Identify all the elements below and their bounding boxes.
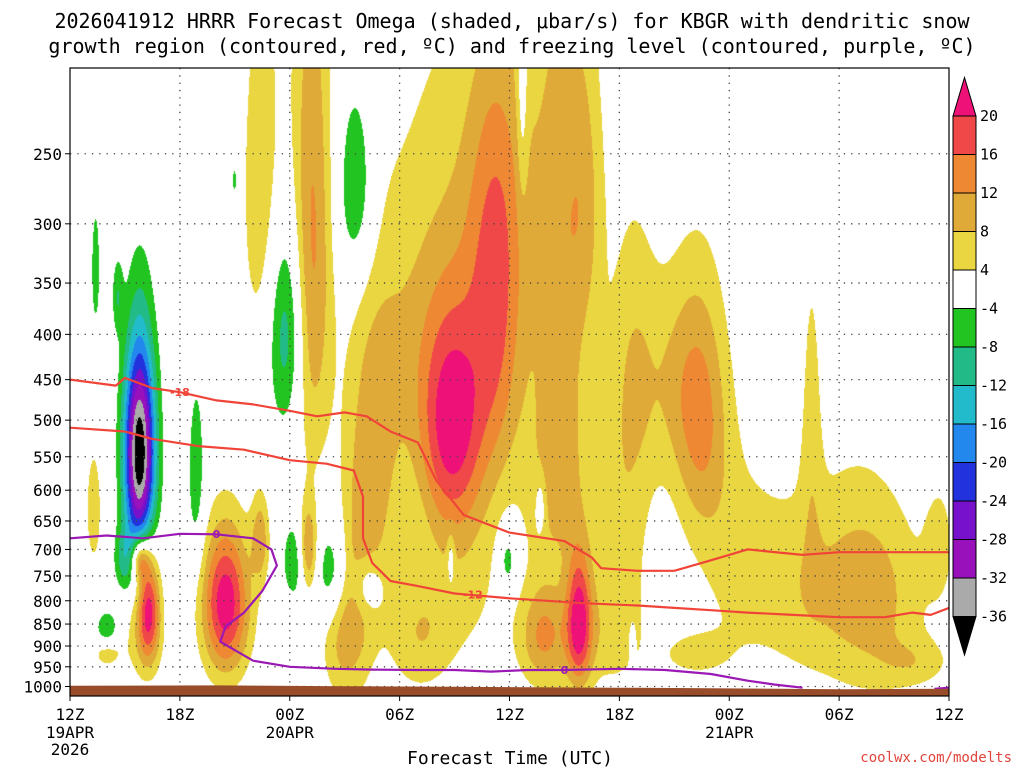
colorbar-label: -12 bbox=[980, 377, 1007, 395]
x-tick-label: 06Z bbox=[825, 705, 854, 724]
x-axis-title: Forecast Time (UTC) bbox=[407, 748, 613, 768]
y-tick-label: 1000 bbox=[23, 678, 62, 697]
x-tick-date-label: 20APR bbox=[266, 723, 315, 742]
colorbar-label: 20 bbox=[980, 107, 998, 125]
chart-title-line-1: 2026041912 HRRR Forecast Omega (shaded, … bbox=[54, 9, 970, 33]
freezing-level-contour-label: 0 bbox=[561, 664, 569, 677]
y-tick-label: 500 bbox=[33, 411, 62, 430]
x-tick-label: 00Z bbox=[275, 705, 304, 724]
colorbar-label: -28 bbox=[980, 531, 1007, 549]
y-tick-label: 450 bbox=[33, 371, 62, 390]
colorbar-label: -24 bbox=[980, 492, 1007, 510]
freezing-level-contour-line bbox=[934, 686, 949, 690]
freezing-level-contour-line bbox=[70, 532, 803, 689]
colorbar-label: 4 bbox=[980, 261, 989, 279]
colorbar-label: -16 bbox=[980, 415, 1007, 433]
colorbar-label: 12 bbox=[980, 184, 998, 202]
colorbar-swatch bbox=[952, 231, 977, 271]
x-tick-date-label: 21APR bbox=[705, 723, 754, 742]
y-tick-label: 550 bbox=[33, 448, 62, 467]
plot-area: -18 -12 0 0 bbox=[69, 67, 950, 697]
y-tick-label: 950 bbox=[33, 658, 62, 677]
y-tick-label: 800 bbox=[33, 592, 62, 611]
y-axis: 250 300 350 400 450 500 550 600 650 700 750 800 850 9… bbox=[23, 145, 70, 697]
y-tick-label: 300 bbox=[33, 215, 62, 234]
colorbar-label: -32 bbox=[980, 569, 1007, 587]
chart-title-line-2: growth region (contoured, red, ºC) and f… bbox=[48, 34, 975, 58]
y-tick-label: 650 bbox=[33, 512, 62, 531]
x-tick-label: 12Z bbox=[935, 705, 964, 724]
ground-terrain bbox=[70, 685, 949, 696]
dendritic-contour-label: -18 bbox=[170, 386, 190, 399]
colorbar-swatch bbox=[952, 154, 977, 194]
x-tick-label: 12Z bbox=[56, 705, 85, 724]
x-tick-label: 06Z bbox=[385, 705, 414, 724]
colorbar-swatch bbox=[952, 346, 977, 386]
colorbar-label: 16 bbox=[980, 146, 998, 164]
colorbar-label: -36 bbox=[980, 608, 1007, 626]
y-tick-label: 700 bbox=[33, 540, 62, 559]
x-tick-label: 00Z bbox=[715, 705, 744, 724]
credit-text: coolwx.com/modelts bbox=[860, 750, 1012, 766]
y-tick-label: 250 bbox=[33, 145, 62, 164]
y-tick-label: 350 bbox=[33, 274, 62, 293]
y-tick-label: 900 bbox=[33, 637, 62, 656]
x-tick-year-label: 2026 bbox=[51, 740, 90, 759]
colorbar-label: -20 bbox=[980, 454, 1007, 472]
x-tick-label: 18Z bbox=[605, 705, 634, 724]
colorbar-label: 8 bbox=[980, 223, 989, 241]
dendritic-contour-label: -12 bbox=[463, 588, 483, 601]
colorbar-swatch bbox=[952, 115, 977, 155]
colorbar-swatch bbox=[952, 500, 977, 540]
colorbar-top-triangle bbox=[952, 75, 977, 117]
x-tick-label: 12Z bbox=[495, 705, 524, 724]
freezing-level-contour-label: 0 bbox=[213, 528, 221, 541]
colorbar-swatch bbox=[952, 269, 977, 309]
y-tick-label: 600 bbox=[33, 481, 62, 500]
y-tick-label: 750 bbox=[33, 567, 62, 586]
colorbar: 20 16 12 8 4 -4 -8 -12 -16 -20 -24 -28 -32 -36 bbox=[952, 75, 1007, 657]
x-tick-label: 18Z bbox=[165, 705, 194, 724]
x-tick-date-label: 19APR bbox=[46, 723, 95, 742]
colorbar-swatch bbox=[952, 308, 977, 348]
colorbar-label: -8 bbox=[980, 338, 998, 356]
colorbar-label: -4 bbox=[980, 300, 998, 318]
colorbar-swatch bbox=[952, 423, 977, 463]
colorbar-swatch bbox=[952, 539, 977, 579]
colorbar-swatch bbox=[952, 577, 977, 617]
dendritic-contour-line bbox=[70, 426, 949, 619]
colorbar-bottom-triangle bbox=[952, 616, 977, 657]
y-tick-label: 400 bbox=[33, 325, 62, 344]
colorbar-swatch bbox=[952, 462, 977, 502]
colorbar-swatch bbox=[952, 192, 977, 232]
y-tick-label: 850 bbox=[33, 615, 62, 634]
temperature-contours: -18 -12 0 0 bbox=[70, 376, 949, 690]
dendritic-contour-line bbox=[70, 376, 949, 572]
colorbar-swatch bbox=[952, 385, 977, 425]
